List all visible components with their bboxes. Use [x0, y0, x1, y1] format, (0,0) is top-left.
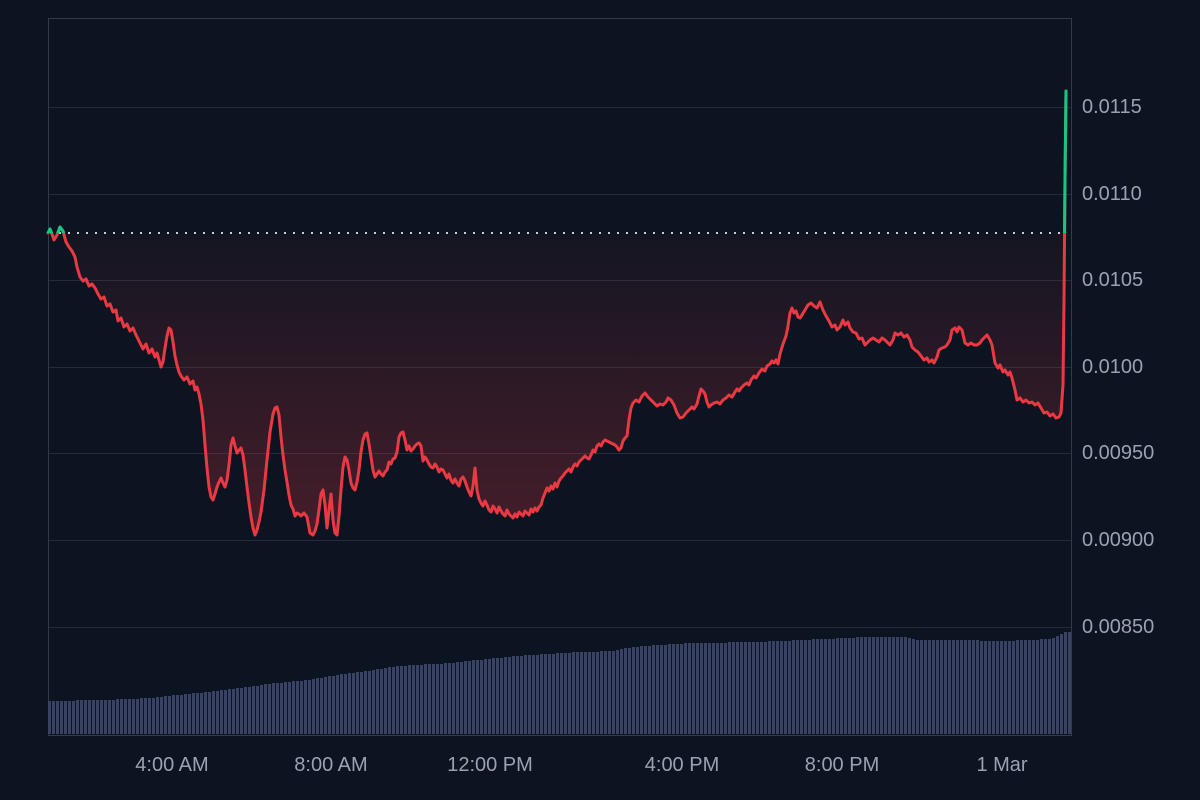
y-axis-label: 0.0105 — [1082, 269, 1144, 291]
y-axis-label: 0.0110 — [1082, 183, 1142, 205]
x-axis-label: 12:00 PM — [447, 754, 533, 776]
y-axis-label: 0.00950 — [1082, 442, 1155, 464]
price-area-fill — [48, 91, 1066, 535]
y-axis-label: 0.0115 — [1082, 96, 1142, 118]
x-axis-label: 8:00 AM — [294, 754, 368, 776]
x-axis-label: 1 Mar — [976, 754, 1028, 776]
y-axis-label: 0.00850 — [1082, 616, 1155, 638]
volume-bars — [48, 632, 1071, 734]
y-axis-label: 0.00900 — [1082, 529, 1155, 551]
x-axis-label: 4:00 PM — [644, 754, 720, 776]
price-line-down — [46, 89, 1068, 537]
x-axis-label: 4:00 AM — [135, 754, 209, 776]
x-axis-label: 8:00 PM — [804, 754, 880, 776]
y-axis-label: 0.0100 — [1082, 356, 1144, 378]
plot-frame — [48, 18, 1072, 736]
